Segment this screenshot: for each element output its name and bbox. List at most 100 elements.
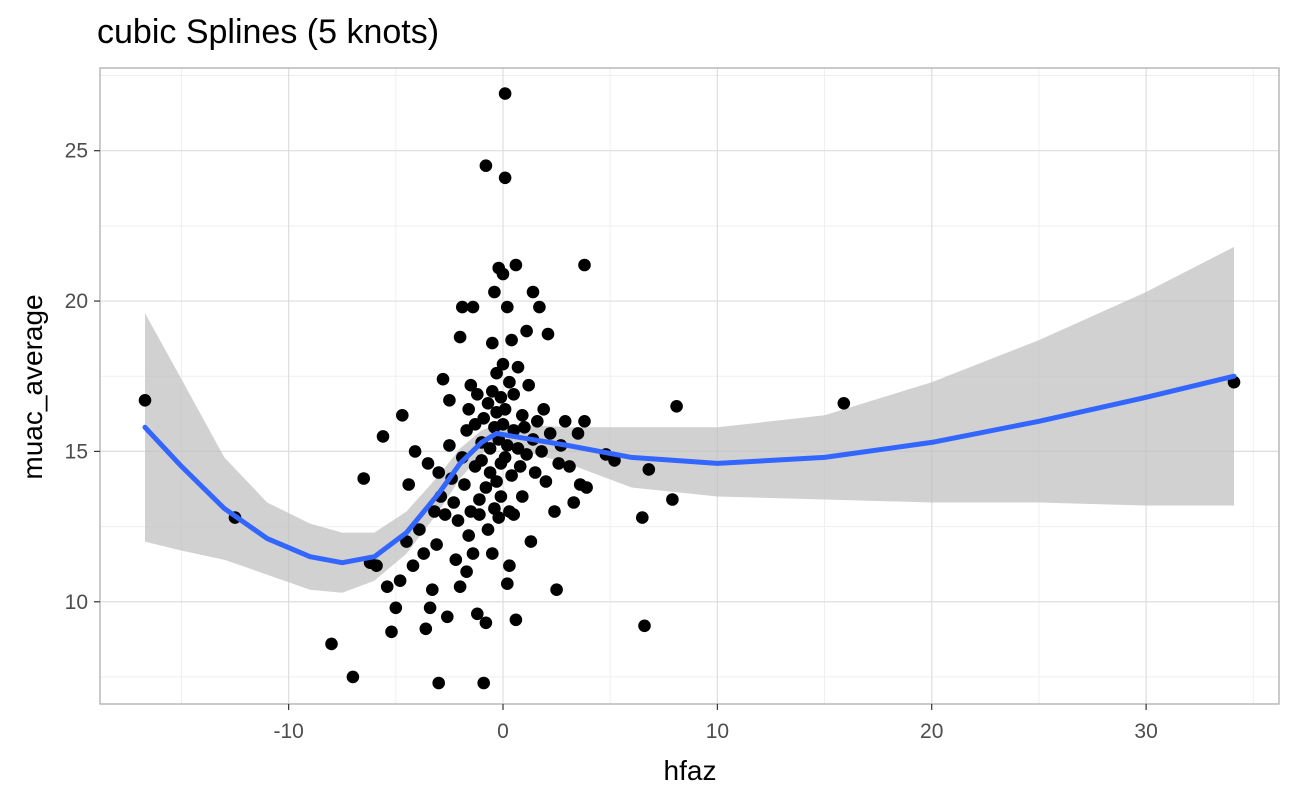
data-point (453, 580, 467, 593)
data-point (492, 511, 506, 524)
data-point (539, 475, 553, 488)
data-point (475, 454, 488, 467)
data-point (479, 481, 493, 494)
data-point (462, 529, 476, 542)
data-point (438, 508, 452, 521)
data-point (516, 409, 529, 422)
data-point (408, 445, 422, 458)
data-point (426, 583, 439, 596)
data-point (642, 463, 656, 476)
data-point (505, 469, 518, 482)
data-point (516, 490, 529, 503)
data-point (453, 330, 467, 344)
data-point (518, 421, 531, 434)
data-point (507, 508, 520, 521)
data-point (346, 670, 360, 684)
data-point (496, 357, 510, 371)
data-point (421, 457, 435, 470)
data-point (357, 472, 371, 485)
data-point (479, 616, 493, 630)
data-point (488, 285, 501, 299)
confidence-band (145, 246, 1234, 593)
y-axis-ticks: 10 15 20 25 (65, 140, 100, 614)
data-point (325, 637, 338, 651)
data-point (520, 448, 533, 461)
data-point (406, 559, 420, 572)
data-point (481, 523, 495, 536)
data-point (580, 481, 593, 494)
data-point (550, 583, 563, 596)
y-axis-title: muac_average (17, 294, 48, 479)
y-tick-label: 15 (65, 440, 88, 463)
data-point (471, 388, 484, 401)
data-point (537, 403, 550, 416)
data-point (638, 619, 651, 633)
data-point (503, 559, 516, 572)
data-point (428, 505, 441, 518)
data-point (636, 511, 649, 524)
data-point (441, 610, 454, 624)
data-point (513, 460, 527, 473)
data-point (432, 676, 446, 690)
data-point (526, 285, 540, 299)
data-point (419, 622, 433, 636)
data-point (473, 508, 486, 521)
x-tick-label: -10 (273, 720, 303, 743)
data-point (486, 336, 499, 350)
confidence-ribbon (145, 246, 1234, 593)
data-point (531, 415, 544, 428)
data-point (535, 445, 548, 458)
data-point (571, 427, 585, 440)
data-point (400, 535, 413, 548)
data-point (498, 87, 512, 100)
x-tick-label: 0 (497, 720, 509, 743)
data-point (473, 493, 486, 506)
data-point (666, 493, 679, 506)
data-point (494, 391, 508, 404)
data-point (496, 418, 510, 431)
data-point (548, 505, 561, 518)
data-point (471, 607, 484, 621)
data-point (443, 394, 456, 407)
x-tick-label: 10 (706, 720, 729, 743)
data-point (380, 580, 394, 593)
data-point (522, 378, 535, 392)
data-point (477, 676, 491, 690)
data-point (533, 300, 546, 314)
data-point (430, 538, 443, 551)
data-point (370, 559, 383, 572)
spline-line (142, 373, 1237, 566)
data-point (460, 565, 473, 578)
data-point (511, 360, 525, 374)
data-point (479, 159, 493, 172)
data-point (451, 514, 465, 527)
data-points (138, 87, 1241, 690)
data-point (670, 400, 683, 413)
data-point (423, 601, 437, 615)
data-point (501, 439, 514, 452)
data-point (436, 372, 450, 386)
data-point (481, 397, 495, 410)
data-point (496, 267, 510, 281)
data-point (449, 553, 463, 566)
data-point (462, 403, 476, 416)
y-tick-label: 20 (65, 290, 88, 313)
panel-border (99, 67, 1280, 705)
data-point (477, 412, 491, 425)
x-axis-title: hfaz (664, 755, 717, 786)
data-point (528, 466, 542, 479)
data-point (456, 300, 469, 314)
data-point (466, 300, 480, 314)
data-point (524, 535, 538, 548)
data-point (396, 409, 409, 422)
data-point (543, 427, 557, 440)
data-point (541, 327, 555, 341)
data-point (486, 547, 499, 560)
data-point (578, 415, 591, 428)
data-point (558, 415, 572, 428)
data-point (509, 613, 523, 627)
data-point (389, 601, 403, 615)
data-point (432, 466, 446, 479)
data-point (393, 574, 407, 587)
data-point (464, 378, 478, 392)
